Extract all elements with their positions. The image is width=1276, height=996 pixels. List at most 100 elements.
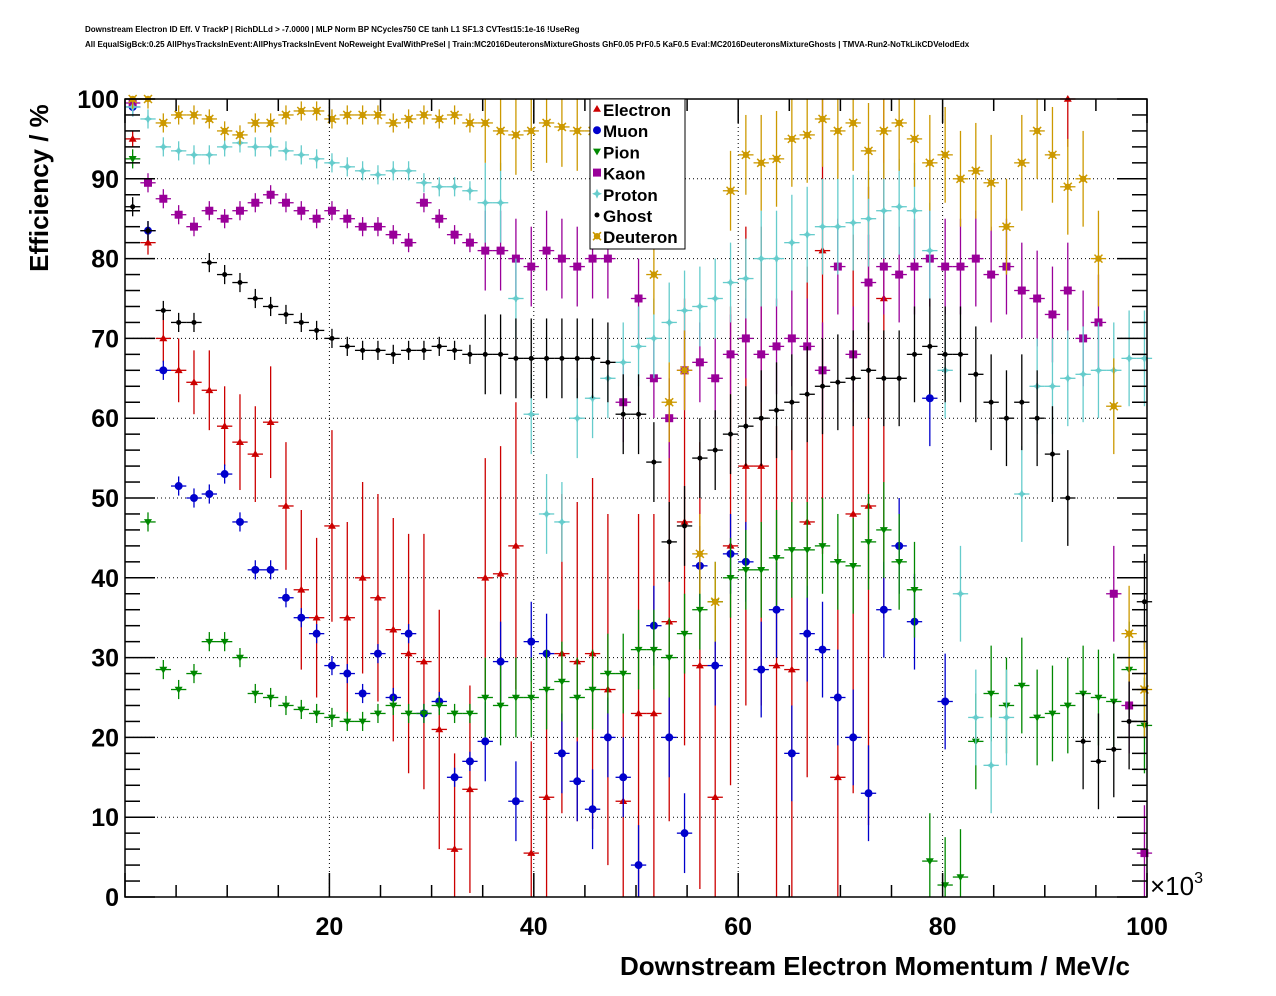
marker — [895, 559, 904, 566]
cross-marker — [664, 317, 675, 328]
data-point — [354, 711, 371, 732]
data-point — [1075, 130, 1091, 227]
data-point — [431, 695, 447, 716]
marker — [435, 214, 444, 223]
data-point — [538, 210, 555, 291]
square-marker — [941, 262, 950, 271]
data-point — [125, 149, 141, 169]
marker — [281, 593, 290, 602]
data-point — [1014, 242, 1030, 339]
marker — [450, 110, 460, 120]
dot-marker — [758, 415, 764, 421]
marker — [342, 161, 353, 172]
marker — [1049, 451, 1055, 457]
data-point — [876, 482, 892, 578]
dot-marker — [329, 335, 335, 341]
chart-title-line-1: Downstream Electron ID Eff. V TrackP | R… — [85, 25, 580, 34]
data-point — [278, 193, 294, 213]
data-point — [278, 588, 294, 608]
triangle-marker — [373, 710, 382, 718]
data-point — [446, 225, 463, 245]
marker — [327, 714, 336, 722]
triangle-marker — [956, 874, 965, 882]
cross-marker — [786, 237, 797, 248]
marker — [389, 702, 398, 710]
x-tick-label: 100 — [1126, 913, 1168, 941]
data-point — [446, 177, 463, 197]
data-point — [554, 218, 570, 299]
circle-marker — [849, 733, 858, 742]
marker — [220, 214, 229, 223]
marker — [496, 569, 505, 577]
data-point — [1029, 669, 1045, 766]
triangle-marker — [726, 575, 735, 582]
dot-marker — [421, 347, 427, 353]
star-stroke — [450, 110, 460, 120]
data-point — [722, 314, 739, 395]
marker — [557, 122, 567, 132]
triangle-marker — [634, 709, 643, 717]
marker — [450, 845, 459, 852]
marker — [191, 319, 197, 325]
square-marker — [327, 206, 336, 215]
marker — [251, 450, 260, 457]
data-point — [278, 141, 294, 161]
data-point — [860, 745, 877, 842]
star-stroke — [204, 114, 214, 124]
marker — [281, 501, 290, 509]
data-point — [1029, 370, 1045, 467]
dot-marker — [344, 343, 350, 349]
marker — [250, 118, 260, 128]
marker — [375, 347, 381, 353]
data-point — [416, 703, 432, 724]
marker — [312, 629, 321, 638]
triangle-marker — [174, 686, 183, 694]
marker — [849, 563, 858, 570]
dot-marker — [804, 391, 810, 397]
triangle-marker — [1033, 714, 1042, 722]
square-marker — [481, 246, 490, 255]
star-stroke — [894, 118, 904, 128]
star-stroke — [955, 174, 966, 184]
marker — [298, 319, 304, 325]
data-point — [308, 209, 325, 229]
marker — [712, 447, 718, 453]
data-point — [186, 217, 202, 237]
data-point — [952, 130, 969, 227]
data-point — [186, 488, 202, 508]
marker — [1111, 746, 1117, 752]
marker — [956, 874, 965, 882]
marker — [174, 110, 184, 120]
marker — [726, 186, 736, 196]
star-stroke — [756, 158, 766, 168]
marker — [464, 185, 475, 196]
marker — [942, 351, 948, 357]
data-point — [492, 162, 509, 243]
dot-marker — [957, 351, 963, 357]
marker — [697, 455, 703, 461]
marker — [327, 661, 336, 670]
marker — [176, 319, 182, 325]
data-point — [262, 560, 279, 580]
marker — [481, 737, 490, 746]
square-marker — [297, 206, 306, 215]
marker — [572, 126, 582, 136]
marker — [373, 593, 382, 601]
circle-marker — [879, 605, 888, 614]
dot-marker — [252, 296, 258, 301]
data-point — [216, 209, 233, 229]
data-point — [661, 501, 677, 582]
square-marker — [726, 350, 735, 359]
data-point — [262, 296, 279, 317]
marker — [820, 383, 826, 389]
data-point — [569, 226, 585, 307]
marker — [924, 245, 935, 256]
triangle-marker — [1017, 682, 1026, 690]
data-point — [1106, 701, 1122, 798]
data-point — [186, 105, 202, 125]
data-point — [308, 537, 325, 698]
cross-marker — [725, 277, 736, 288]
data-point — [768, 509, 785, 606]
data-point — [615, 374, 631, 455]
star-stroke — [250, 118, 260, 128]
